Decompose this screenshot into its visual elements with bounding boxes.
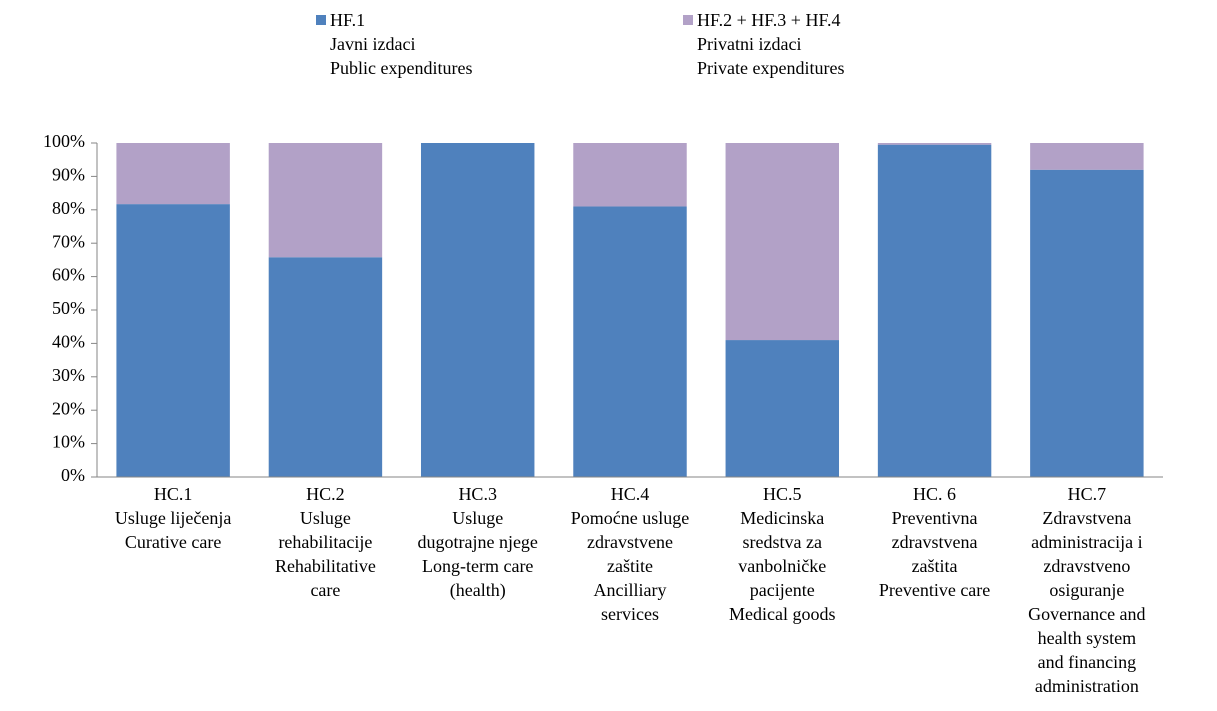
y-tick-label: 40% — [52, 332, 85, 352]
y-tick-label: 60% — [52, 265, 85, 285]
x-tick-label: HC.4 Pomoćne usluge zdravstvene zaštite … — [570, 484, 690, 624]
legend-label: HF.2 + HF.3 + HF.4 Privatni izdaci Priva… — [697, 10, 845, 78]
bar-segment — [268, 143, 383, 258]
y-tick-label: 30% — [52, 365, 85, 385]
y-tick-label: 0% — [61, 465, 85, 485]
x-tick-label: HC.1 Usluge liječenja Curative care — [114, 484, 232, 552]
bar-segment — [116, 143, 230, 205]
x-tick-label: HC.3 Usluge dugotrajne njege Long-term c… — [417, 484, 538, 600]
y-tick-label: 50% — [52, 298, 85, 318]
bar-segment — [1030, 169, 1144, 477]
bar-segment — [573, 143, 687, 207]
bar-segment — [725, 143, 840, 341]
legend-item: HF.1 Javni izdaci Public expenditures — [316, 8, 472, 80]
y-tick-label: 90% — [52, 165, 85, 185]
bar-segment — [725, 340, 840, 477]
bar-segment — [1030, 143, 1144, 170]
legend-item: HF.2 + HF.3 + HF.4 Privatni izdaci Priva… — [683, 8, 844, 80]
bar-segment — [420, 143, 535, 477]
bar-segment — [116, 204, 230, 477]
x-tick-label: HC.5 Medicinska sredstva za vanbolničke … — [729, 484, 836, 624]
bar-segment — [573, 206, 687, 477]
y-tick-label: 10% — [52, 432, 85, 452]
y-tick-label: 20% — [52, 398, 85, 418]
legend-swatch — [316, 15, 326, 25]
bar-segment — [268, 257, 383, 477]
y-tick-label: 70% — [52, 231, 85, 251]
bar-segment — [877, 143, 992, 145]
y-tick-label: 100% — [43, 131, 85, 151]
x-tick-label: HC.2 Usluge rehabilitacije Rehabilitativ… — [274, 484, 376, 600]
y-tick-label: 80% — [52, 198, 85, 218]
legend-label: HF.1 Javni izdaci Public expenditures — [330, 10, 473, 78]
bar-segment — [877, 144, 992, 478]
x-tick-label: HC.7 Zdravstvena administracija i zdravs… — [1028, 484, 1146, 696]
x-tick-label: HC. 6 Preventivna zdravstvena zaštita Pr… — [878, 484, 991, 600]
legend-swatch — [683, 15, 693, 25]
